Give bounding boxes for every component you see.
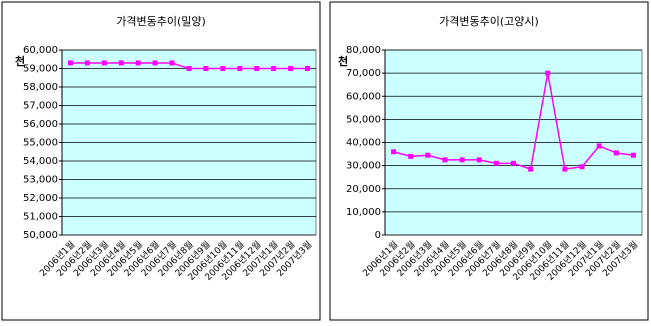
marker: [152, 60, 158, 66]
y-tick-label: 56,000: [23, 119, 58, 130]
marker: [305, 66, 311, 71]
y-tick-label: 10,000: [346, 207, 381, 218]
y-tick-label: 52,000: [23, 193, 58, 204]
y-tick-label: 40,000: [346, 138, 381, 149]
y-tick-label: 58,000: [23, 82, 58, 93]
marker: [425, 152, 431, 158]
marker: [254, 66, 260, 71]
y-tick-label: 80,000: [346, 45, 381, 56]
marker: [67, 60, 73, 66]
y-tick-label: 59,000: [23, 64, 58, 75]
marker: [630, 152, 636, 158]
y-axis-label: 천: [15, 54, 25, 68]
marker: [579, 164, 585, 170]
y-tick-label: 53,000: [23, 175, 58, 186]
marker: [135, 60, 141, 66]
y-tick-label: 0: [375, 230, 381, 241]
marker: [237, 66, 243, 71]
marker: [408, 153, 414, 159]
chart-title: 가격변동추이(고양시): [439, 15, 539, 28]
marker: [169, 60, 175, 66]
marker: [101, 60, 107, 66]
marker: [562, 166, 568, 172]
marker: [288, 66, 294, 71]
y-tick-label: 20,000: [346, 184, 381, 195]
marker: [271, 66, 277, 71]
y-tick-label: 70,000: [346, 68, 381, 79]
marker: [391, 149, 397, 155]
marker: [442, 157, 448, 163]
y-tick-label: 50,000: [23, 230, 58, 241]
marker: [596, 143, 602, 149]
y-tick-label: 51,000: [23, 212, 58, 223]
marker: [511, 160, 516, 166]
y-tick-label: 55,000: [23, 138, 58, 149]
marker: [220, 66, 226, 71]
marker: [493, 160, 499, 166]
marker: [476, 157, 482, 163]
marker: [84, 60, 90, 66]
marker: [613, 150, 619, 156]
y-tick-label: 60,000: [346, 91, 381, 102]
y-tick-label: 60,000: [23, 45, 58, 56]
y-tick-label: 50,000: [346, 114, 381, 125]
marker: [545, 70, 551, 76]
chart-title: 가격변동추이(밀양): [116, 15, 206, 28]
marker: [459, 157, 465, 163]
y-axis-label: 천: [338, 54, 348, 68]
y-tick-label: 54,000: [23, 156, 58, 167]
marker: [203, 66, 209, 71]
marker: [118, 60, 124, 66]
marker: [528, 166, 534, 172]
marker: [186, 66, 192, 71]
y-tick-label: 30,000: [346, 161, 381, 172]
y-tick-label: 57,000: [23, 101, 58, 112]
